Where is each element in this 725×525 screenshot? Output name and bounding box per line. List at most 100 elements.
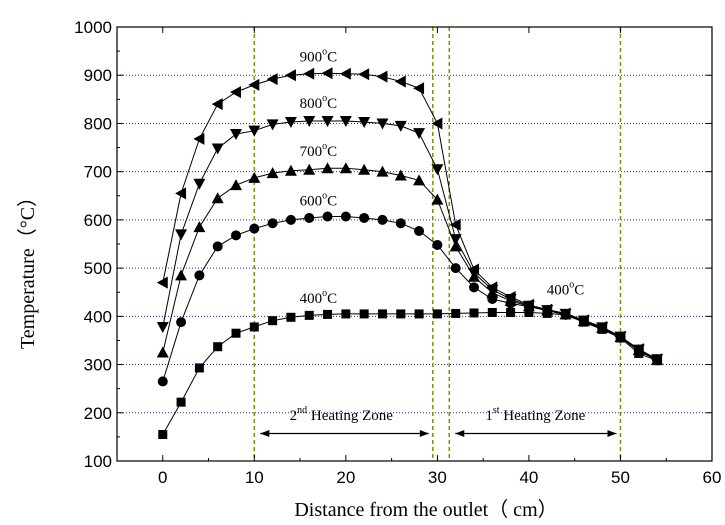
y-tick-label: 400 [84, 307, 112, 326]
data-point-triangle-left [303, 67, 315, 80]
data-point-triangle-up [358, 163, 371, 175]
data-point-triangle-down [321, 116, 334, 128]
series-group [156, 67, 664, 439]
data-point-square [323, 309, 333, 319]
data-point-triangle-left [651, 353, 663, 366]
data-point-triangle-left [175, 187, 187, 200]
data-point-triangle-up [431, 193, 444, 205]
x-tick-label: 40 [519, 468, 538, 487]
data-point-square [268, 316, 278, 326]
x-tick-label: 30 [428, 468, 447, 487]
data-point-triangle-left [522, 298, 534, 311]
data-point-triangle-down [193, 178, 206, 190]
data-point-circle [304, 212, 315, 223]
data-point-triangle-down [394, 120, 407, 132]
data-point-triangle-left [468, 263, 479, 276]
data-point-triangle-left [541, 303, 553, 316]
y-tick-label: 700 [84, 163, 112, 182]
data-point-square [487, 307, 497, 317]
data-point-triangle-left [449, 218, 461, 231]
data-point-triangle-left [321, 67, 333, 80]
data-point-circle [194, 270, 205, 281]
x-tick-label: 20 [336, 468, 355, 487]
data-point-triangle-up [413, 174, 426, 186]
data-point-triangle-up [211, 192, 224, 204]
x-tick-label: 10 [245, 468, 264, 487]
data-point-triangle-up [266, 167, 279, 179]
series-line [162, 72, 658, 360]
data-point-triangle-down [248, 125, 261, 137]
grid [117, 74, 712, 414]
y-axis-title: Temperature（°C） [16, 187, 39, 349]
data-point-triangle-up [321, 162, 334, 174]
annotations: 900oC 800oC 700oC 600oC 400oC 400oC 2nd Heatin… [260, 47, 617, 438]
data-point-triangle-left [614, 330, 626, 343]
data-point-triangle-left [559, 307, 571, 320]
data-point-triangle-left [632, 343, 644, 356]
data-point-circle [212, 241, 223, 252]
data-point-triangle-left [339, 67, 351, 80]
annotation-900: 900oC [300, 47, 338, 66]
data-point-triangle-left [358, 68, 370, 81]
data-point-triangle-down [266, 119, 279, 131]
data-point-square [359, 309, 369, 319]
data-point-square [396, 309, 406, 319]
data-point-triangle-down [358, 116, 371, 128]
data-point-circle [176, 317, 187, 328]
data-point-triangle-left [230, 86, 241, 99]
data-point-circle [322, 211, 333, 222]
data-point-triangle-left [413, 82, 425, 95]
data-point-triangle-left [284, 69, 296, 82]
x-axis-title: Distance from the outlet（ cm） [294, 498, 557, 521]
data-point-square [213, 342, 223, 352]
data-point-triangle-up [339, 162, 352, 174]
data-point-circle [340, 211, 351, 222]
y-tick-label: 1000 [74, 18, 112, 37]
data-point-triangle-down [413, 128, 426, 140]
arrow-head-right [607, 430, 617, 438]
data-point-circle [450, 263, 461, 274]
data-point-square [377, 309, 387, 319]
data-point-square [286, 312, 296, 322]
data-point-triangle-down [376, 118, 389, 130]
y-tick-label: 100 [84, 452, 112, 471]
annotation-zone1: 1st Heating Zone [485, 405, 585, 424]
data-point-circle [249, 223, 260, 234]
y-tick-label: 500 [84, 259, 112, 278]
data-point-triangle-left [193, 132, 205, 145]
y-tick-label: 300 [84, 356, 112, 375]
zone-arrow [455, 430, 617, 438]
data-point-triangle-left [266, 73, 278, 86]
data-point-circle [231, 230, 241, 241]
data-point-circle [285, 214, 296, 225]
x-tick-label: 50 [611, 468, 630, 487]
annotation-800: 800oC [300, 93, 338, 112]
data-point-triangle-left [504, 291, 516, 304]
data-point-triangle-down [284, 116, 297, 128]
data-point-circle [414, 225, 425, 236]
data-point-triangle-down [156, 321, 169, 333]
data-point-triangle-up [449, 240, 462, 252]
data-point-triangle-down [339, 116, 352, 128]
data-point-triangle-down [211, 143, 224, 155]
data-point-square [249, 322, 259, 332]
data-point-triangle-up [376, 165, 389, 177]
annotation-zone2: 2nd Heating Zone [290, 405, 394, 424]
data-point-circle [157, 376, 168, 387]
annotation-600: 600oC [300, 190, 338, 209]
data-point-triangle-left [596, 320, 608, 333]
annotation-400a: 400oC [300, 288, 338, 307]
data-point-triangle-up [284, 164, 297, 176]
data-point-square [506, 307, 516, 317]
data-point-triangle-left [431, 117, 443, 130]
data-point-triangle-down [230, 129, 242, 141]
data-point-circle [469, 282, 479, 293]
data-point-triangle-left [156, 276, 168, 289]
data-point-square [524, 307, 534, 317]
data-point-triangle-left [394, 75, 406, 88]
data-point-triangle-up [156, 346, 169, 358]
data-point-circle [377, 214, 388, 225]
y-tick-label: 600 [84, 211, 112, 230]
